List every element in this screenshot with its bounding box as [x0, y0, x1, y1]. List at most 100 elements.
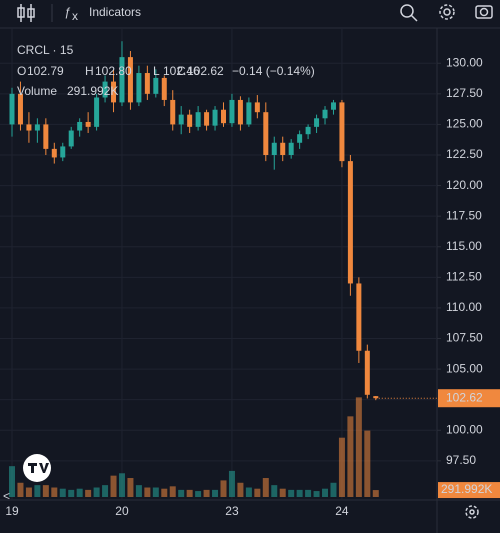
volume-bar	[245, 487, 252, 497]
volume-bar	[262, 478, 269, 497]
candle-body	[178, 114, 184, 125]
volume-bar	[76, 488, 83, 497]
candle-type-button[interactable]	[17, 4, 35, 22]
volume-bar	[102, 485, 109, 497]
candle-body	[330, 102, 336, 110]
ohlc-letter: H	[85, 64, 94, 78]
candle-body	[9, 93, 15, 125]
volume-bar	[127, 478, 134, 497]
candle-body	[356, 283, 362, 351]
ohlc-value: 102.79	[27, 64, 64, 78]
candle-body	[297, 134, 303, 143]
candle-body	[322, 109, 328, 119]
volume-bar	[330, 482, 337, 497]
candle-body	[85, 121, 91, 127]
candle-body	[288, 142, 294, 155]
candle-body	[136, 73, 142, 103]
x-tick-label: 19	[5, 504, 19, 518]
volume-bar	[25, 487, 32, 497]
fx-icon: ƒ	[64, 5, 71, 19]
volume-bar	[322, 488, 329, 497]
volume-bar	[372, 490, 379, 497]
y-tick-label: 127.50	[446, 86, 483, 100]
change-label: −0.14 (−0.14%)	[232, 64, 315, 78]
axis-settings-button[interactable]	[465, 505, 479, 519]
candle-body	[60, 146, 66, 158]
candle-body	[271, 142, 277, 155]
y-tick-label: 112.50	[446, 270, 482, 284]
y-tick-label: 125.00	[446, 117, 483, 131]
candle-body	[373, 396, 379, 399]
volume-bar	[59, 488, 66, 497]
volume-bar	[203, 489, 210, 497]
candle-body	[204, 112, 210, 126]
candle-body	[68, 130, 74, 147]
candle-body	[237, 99, 243, 125]
volume-value: 291.992K	[67, 84, 118, 98]
candle-body	[229, 99, 235, 124]
volume-bar	[220, 480, 227, 497]
settings-button[interactable]	[439, 4, 455, 20]
volume-bar	[169, 486, 176, 497]
candle-body	[77, 121, 83, 131]
volume-bar	[34, 485, 41, 497]
candle-body	[254, 102, 260, 113]
candle-body	[153, 77, 159, 94]
legend: O 102.79 H 102.80 L 102.46C 102.62 −0.14 (−0.14…	[17, 64, 315, 98]
volume-bar	[9, 466, 15, 497]
plot-area: 97.50100.00102.50105.00107.50110.00112.5…	[0, 28, 500, 518]
candle-body	[187, 114, 193, 127]
candle-body	[339, 102, 345, 162]
volume-bar	[279, 488, 286, 497]
candle-body	[17, 93, 23, 125]
y-tick-label: 117.50	[446, 208, 482, 222]
candle-body	[280, 142, 286, 155]
volume-bar	[237, 482, 244, 497]
volume-bar	[338, 437, 345, 497]
candle-body	[51, 148, 57, 158]
indicators-label: Indicators	[89, 5, 141, 19]
candle-body	[221, 109, 226, 124]
volume-bar	[228, 470, 235, 497]
candle-body	[43, 124, 49, 149]
volume-tag	[438, 482, 500, 499]
camera-button[interactable]	[475, 5, 493, 19]
candle-body	[347, 161, 353, 284]
volume-bar	[313, 491, 320, 497]
volume-bar	[161, 488, 168, 497]
symbol-title: CRCL · 15	[17, 43, 74, 57]
tv-logo	[23, 454, 51, 482]
y-tick-label: 110.00	[446, 300, 482, 314]
y-tick-label: 130.00	[446, 55, 483, 69]
volume-name: Volume	[17, 84, 57, 98]
candle-body	[161, 77, 167, 100]
y-tick-label: 105.00	[446, 361, 483, 375]
alert-button[interactable]	[400, 4, 418, 22]
volume-bar	[152, 487, 159, 497]
indicators-button[interactable]: ƒ x Indicators	[64, 5, 141, 23]
candle-body	[263, 112, 269, 155]
price-tag-label: 102.62	[446, 390, 483, 404]
x-tick-label: 24	[335, 504, 349, 518]
volume-bar	[364, 430, 371, 497]
ohlc-value: 102.80	[95, 64, 132, 78]
candle-body	[212, 109, 218, 126]
candle-body	[305, 126, 311, 135]
y-tick-label: 100.00	[446, 422, 483, 436]
volume-tag-label: 291.992K	[441, 482, 492, 496]
volume-bar	[195, 491, 202, 497]
y-tick-label: 115.00	[446, 239, 482, 253]
ohlc-value: 102.46	[163, 64, 200, 78]
volume-bar	[42, 485, 49, 497]
volume-bar	[93, 487, 100, 497]
volume-bar	[347, 416, 354, 497]
volume-bar	[212, 489, 219, 497]
y-tick-label: 97.50	[446, 453, 476, 467]
volume-bar	[17, 482, 24, 497]
scroll-left-arrow[interactable]: <	[3, 489, 10, 503]
volume-bar	[51, 487, 58, 497]
candle-body	[119, 57, 125, 103]
candle-body	[26, 124, 32, 131]
volume-bar	[135, 485, 142, 497]
